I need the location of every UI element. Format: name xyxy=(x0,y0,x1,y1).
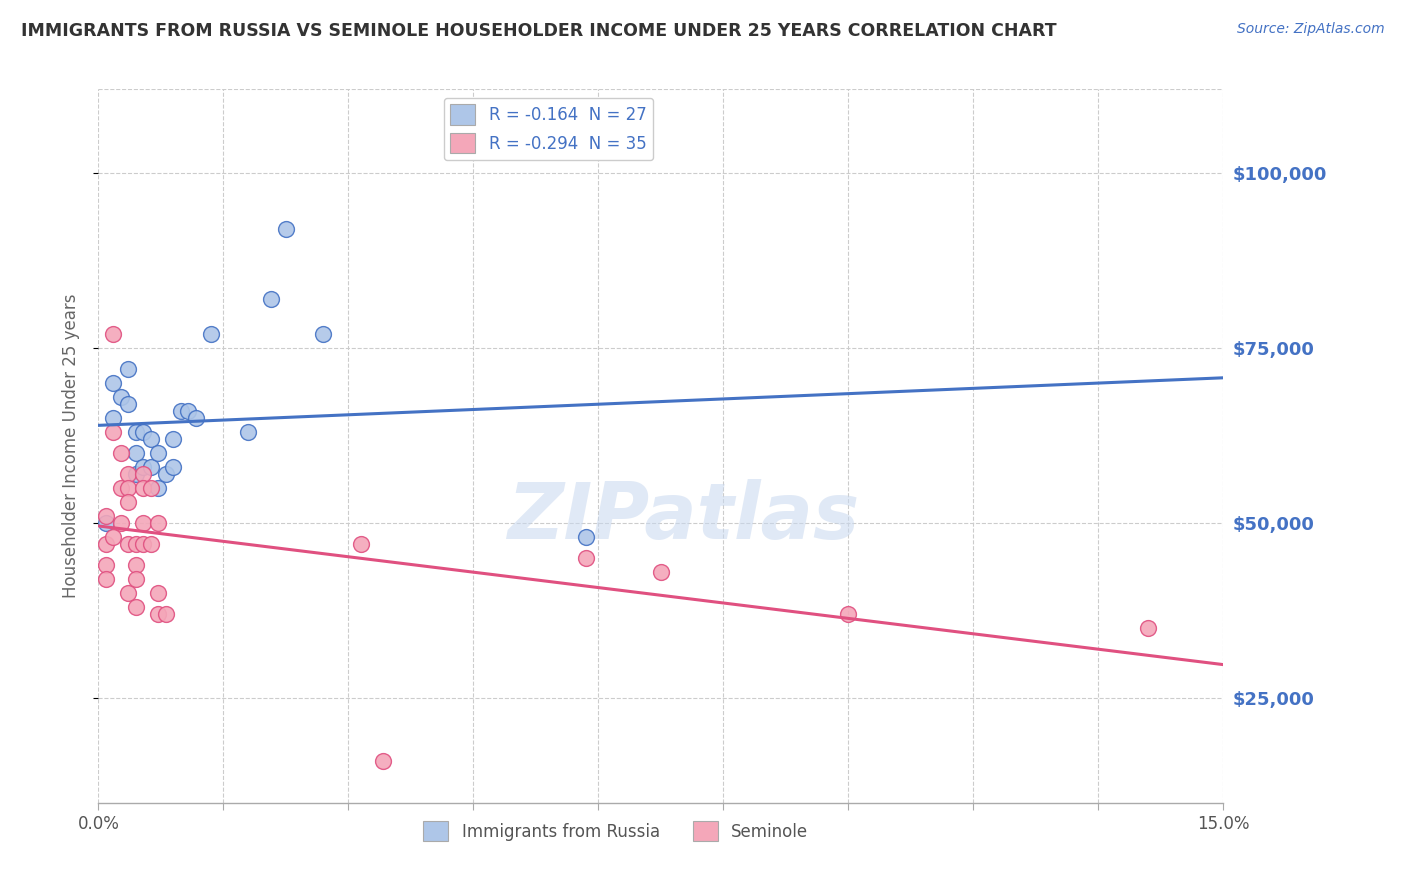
Point xyxy=(103,425,125,439)
Point xyxy=(312,327,335,342)
Point xyxy=(125,537,148,551)
Point xyxy=(132,516,155,530)
Point xyxy=(184,411,207,425)
Point xyxy=(125,467,148,481)
Point xyxy=(110,516,132,530)
Point xyxy=(125,572,148,586)
Point xyxy=(103,376,125,390)
Point xyxy=(139,537,162,551)
Point xyxy=(125,558,148,572)
Point xyxy=(148,516,170,530)
Point xyxy=(117,467,139,481)
Point xyxy=(117,481,139,495)
Point xyxy=(103,530,125,544)
Text: ZIPatlas: ZIPatlas xyxy=(508,479,859,556)
Point xyxy=(139,460,162,475)
Point xyxy=(575,530,598,544)
Point xyxy=(125,425,148,439)
Point xyxy=(94,537,117,551)
Point xyxy=(155,607,177,621)
Point xyxy=(117,537,139,551)
Point xyxy=(373,754,395,768)
Point xyxy=(148,446,170,460)
Point xyxy=(274,222,297,236)
Point xyxy=(148,607,170,621)
Point xyxy=(94,516,117,530)
Point xyxy=(117,397,139,411)
Point xyxy=(650,565,672,579)
Point xyxy=(132,481,155,495)
Point xyxy=(132,425,155,439)
Point xyxy=(155,467,177,481)
Point xyxy=(162,432,184,446)
Point xyxy=(125,599,148,614)
Point xyxy=(177,404,200,418)
Point xyxy=(94,572,117,586)
Text: Source: ZipAtlas.com: Source: ZipAtlas.com xyxy=(1237,22,1385,37)
Point xyxy=(350,537,373,551)
Point xyxy=(117,495,139,509)
Point xyxy=(575,550,598,565)
Point xyxy=(117,586,139,600)
Point xyxy=(117,362,139,376)
Point xyxy=(162,460,184,475)
Text: IMMIGRANTS FROM RUSSIA VS SEMINOLE HOUSEHOLDER INCOME UNDER 25 YEARS CORRELATION: IMMIGRANTS FROM RUSSIA VS SEMINOLE HOUSE… xyxy=(21,22,1057,40)
Point xyxy=(103,411,125,425)
Point xyxy=(110,481,132,495)
Point xyxy=(132,460,155,475)
Point xyxy=(94,508,117,523)
Point xyxy=(1137,621,1160,635)
Point xyxy=(238,425,260,439)
Point xyxy=(110,446,132,460)
Point xyxy=(148,481,170,495)
Point xyxy=(139,481,162,495)
Point xyxy=(103,327,125,342)
Point xyxy=(139,432,162,446)
Point xyxy=(94,558,117,572)
Point xyxy=(110,390,132,404)
Point xyxy=(200,327,222,342)
Point xyxy=(170,404,193,418)
Point xyxy=(132,467,155,481)
Point xyxy=(260,292,283,306)
Point xyxy=(148,586,170,600)
Point xyxy=(132,537,155,551)
Y-axis label: Householder Income Under 25 years: Householder Income Under 25 years xyxy=(62,293,80,599)
Legend: Immigrants from Russia, Seminole: Immigrants from Russia, Seminole xyxy=(416,814,815,848)
Point xyxy=(837,607,859,621)
Point xyxy=(125,446,148,460)
